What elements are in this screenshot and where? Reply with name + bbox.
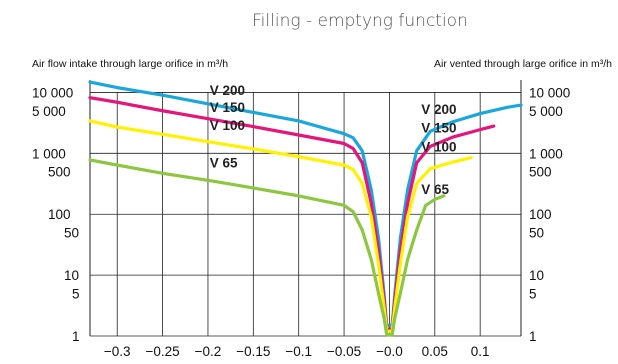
series-line-2 [88,119,473,333]
right-y-tick-1: 5 [529,286,537,301]
series-line-0 [88,80,523,327]
left-y-tick-0: 1 [72,329,80,344]
left-y-tick-2: 10 [64,268,79,283]
right-y-tick-2: 10 [529,268,544,283]
right-y-tick-3: 50 [529,226,544,241]
series-annotation-2: V 100 [210,118,245,133]
series-annotation-4: V 200 [421,102,456,117]
series-lines [88,80,523,337]
series-annotation-5: V 150 [421,120,456,135]
grid [89,80,522,337]
series-annotation-7: V 65 [421,182,449,197]
x-tick-7: 0.05 [422,344,448,359]
series-annotation-1: V 150 [210,100,245,115]
left-y-tick-7: 5 000 [32,104,66,119]
right-y-tick-8: 10 000 [529,85,570,100]
left-y-tick-4: 100 [48,207,71,222]
x-tick-1: −0.25 [146,344,180,359]
axis-ticks: 1 1 5 5 10 10 50 50 100 100 500 500 1 000 1 000 5 000 5… [32,85,570,359]
right-y-tick-4: 100 [529,207,552,222]
right-axis-label: Air vented through large orifice in m³/h [434,58,612,70]
series-annotation-6: V 100 [421,139,456,154]
x-tick-6: −0.0 [376,344,403,359]
right-y-tick-0: 1 [529,329,537,344]
chart-title: Filling - emptyng function [252,11,468,31]
x-tick-2: −0.2 [195,344,222,359]
right-y-tick-5: 500 [529,165,552,180]
x-tick-0: −0.3 [104,344,131,359]
left-y-tick-6: 1 000 [32,146,66,161]
left-y-tick-8: 10 000 [32,85,73,100]
left-axis-label: Air flow intake through large orifice in… [32,58,228,70]
right-y-tick-6: 1 000 [529,146,563,161]
x-tick-8: 0.1 [471,344,490,359]
x-tick-5: −0.05 [327,344,361,359]
left-y-tick-1: 5 [72,286,80,301]
series-labels: V 200 V 150 V 100 V 65 V 200 V 150 V 100 V 65 [210,83,457,197]
series-annotation-0: V 200 [210,83,245,98]
series-annotation-3: V 65 [210,155,238,170]
right-y-tick-7: 5 000 [529,104,563,119]
left-y-tick-5: 500 [48,165,71,180]
left-y-tick-3: 50 [64,226,79,241]
x-tick-4: −0.1 [285,344,312,359]
x-tick-3: −0.15 [236,344,270,359]
series-line-3 [88,158,446,337]
